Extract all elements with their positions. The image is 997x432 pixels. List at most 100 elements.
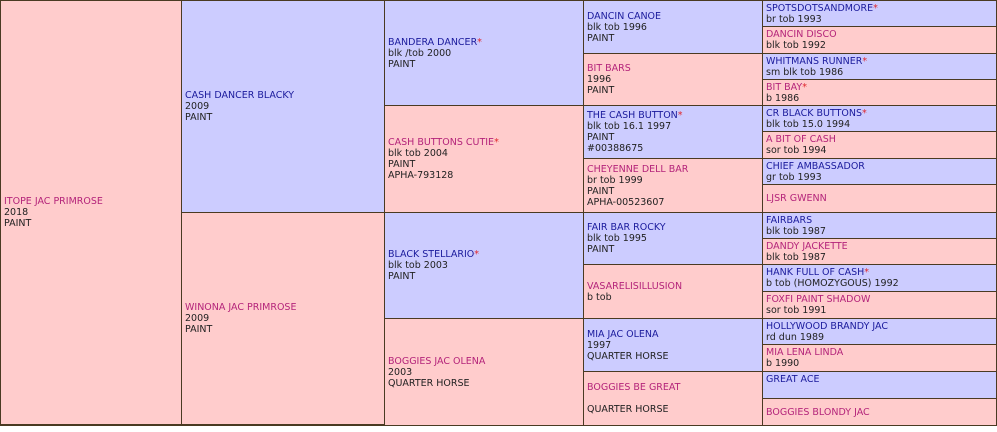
horse-name-line: VASARELISILLUSION (587, 281, 759, 292)
horse-name-line: DANCIN CANOE (587, 11, 759, 22)
horse-name-line: DANDY JACKETTE (766, 241, 993, 252)
horse-name-line: MIA JAC OLENA (587, 329, 759, 340)
horse-name-link[interactable]: LJSR GWENN (766, 193, 827, 204)
horse-name-link[interactable]: HOLLYWOOD BRANDY JAC (766, 320, 888, 332)
horse-detail-line: #00388675 (587, 143, 644, 154)
gen5-horse: HANK FULL OF CASH* b tob (HOMOZYGOUS) 199… (762, 264, 997, 292)
gen5-horse: HOLLYWOOD BRANDY JAC rd dun 1989 (762, 318, 997, 345)
registered-star-icon: * (873, 2, 878, 14)
gen4-horse: FAIR BAR ROCKY blk tob 1995 PAINT (583, 212, 763, 265)
horse-detail-line: sor tob 1994 (766, 145, 827, 156)
gen5-horse: BOGGIES BLONDY JAC (762, 398, 997, 426)
horse-detail-line: 2009 (185, 101, 210, 112)
horse-detail-line: QUARTER HORSE (587, 350, 669, 362)
horse-name-link[interactable]: BANDERA DANCER (388, 36, 478, 48)
horse-detail-line: 2003 (388, 366, 413, 378)
horse-name-line: CASH DANCER BLACKY (185, 90, 381, 101)
horse-name-link[interactable]: BLACK STELLARIO (388, 249, 475, 260)
horse-name-line: HANK FULL OF CASH* (766, 267, 993, 278)
gen5-horse: WHITMANS RUNNER* sm blk tob 1986 (762, 53, 997, 80)
horse-detail-line: br tob 1999 (587, 174, 643, 186)
horse-detail-line: b 1986 (766, 92, 800, 104)
horse-name-line: WINONA JAC PRIMROSE (185, 302, 381, 313)
gen4-horse: BIT BARS 1996 PAINT (583, 53, 763, 106)
horse-detail-line: blk tob 1992 (766, 40, 826, 51)
horse-name-link[interactable]: BOGGIES BE GREAT (587, 382, 681, 393)
horse-name-link[interactable]: CASH BUTTONS CUTIE (388, 137, 495, 148)
registered-star-icon: * (494, 137, 499, 148)
horse-name-line: BIT BARS (587, 63, 759, 74)
horse-name-link[interactable]: FOXFI PAINT SHADOW (766, 294, 871, 305)
horse-name-link[interactable]: BIT BARS (587, 63, 631, 74)
horse-name-line: LJSR GWENN (766, 193, 993, 204)
horse-name-line: FAIRBARS (766, 215, 993, 226)
horse-name-line: BOGGIES BE GREAT (587, 382, 759, 393)
horse-name-link[interactable]: GREAT ACE (766, 374, 820, 385)
horse-detail-line: blk /tob 2000 (388, 47, 452, 59)
horse-detail-line: blk tob 2003 (388, 260, 448, 271)
registered-star-icon: * (474, 249, 480, 260)
horse-name-link[interactable]: A BIT OF CASH (766, 134, 836, 145)
horse-name-link[interactable]: WHITMANS RUNNER (766, 55, 863, 67)
horse-name-line: BLACK STELLARIO* (388, 249, 580, 260)
horse-detail-line: PAINT (587, 185, 615, 197)
horse-detail-line: PAINT (185, 324, 213, 335)
horse-name-line: FOXFI PAINT SHADOW (766, 294, 993, 305)
horse-name-link[interactable]: MIA JAC OLENA (587, 328, 659, 340)
horse-name-link[interactable]: WINONA JAC PRIMROSE (185, 302, 297, 313)
horse-detail-line: PAINT (587, 132, 615, 143)
horse-detail-line: br tob 1993 (766, 13, 822, 25)
registered-star-icon: * (862, 107, 867, 119)
horse-name-link[interactable]: BOGGIES JAC OLENA (388, 355, 486, 367)
registered-star-icon: * (862, 55, 868, 67)
horse-name-link[interactable]: CR BLACK BUTTONS (766, 107, 863, 119)
horse-name-link[interactable]: CASH DANCER BLACKY (185, 90, 295, 101)
horse-name-link[interactable]: THE CASH BUTTON (587, 110, 678, 121)
horse-name-line: BANDERA DANCER* (388, 37, 580, 48)
horse-detail-line: 1997 (587, 339, 612, 351)
horse-detail-line: sm blk tob 1986 (766, 66, 844, 78)
horse-detail-line: blk tob 1987 (766, 225, 826, 237)
horse-name-line: THE CASH BUTTON* (587, 110, 759, 121)
horse-name-line: CHEYENNE DELL BAR (587, 164, 759, 175)
gen5-horse: FAIRBARS blk tob 1987 (762, 212, 997, 239)
horse-detail-line: PAINT (587, 85, 615, 96)
gen5-horse: LJSR GWENN (762, 184, 997, 213)
horse-detail-line: APHA-793128 (388, 170, 454, 181)
gen5-horse: DANDY JACKETTE blk tob 1987 (762, 238, 997, 265)
gen3-horse: BOGGIES JAC OLENA 2003 QUARTER HORSE (384, 318, 584, 426)
horse-name-link[interactable]: DANCIN CANOE (587, 10, 662, 22)
horse-name-link[interactable]: DANDY JACKETTE (766, 240, 848, 252)
horse-detail-line: blk tob 15.0 1994 (766, 118, 851, 130)
horse-name-link[interactable]: FAIR BAR ROCKY (587, 222, 666, 233)
horse-name-link[interactable]: MIA LENA LINDA (766, 347, 844, 358)
horse-detail-line: rd dun 1989 (766, 331, 825, 343)
horse-name-line: WHITMANS RUNNER* (766, 56, 993, 67)
horse-name-line: SPOTSDOTSANDMORE* (766, 3, 993, 14)
horse-name-link[interactable]: DANCIN DISCO (766, 29, 837, 40)
horse-name-link[interactable]: CHEYENNE DELL BAR (587, 163, 689, 175)
horse-detail-line: APHA-00523607 (587, 196, 665, 208)
horse-name-link[interactable]: CHIEF AMBASSADOR (766, 160, 865, 172)
horse-name-line: MIA LENA LINDA (766, 347, 993, 358)
gen5-horse: GREAT ACE (762, 371, 997, 399)
horse-name-link[interactable]: ITOPE JAC PRIMROSE (4, 196, 103, 207)
gen4-horse: VASARELISILLUSION b tob (583, 264, 763, 319)
registered-star-icon: * (477, 36, 482, 48)
gen4-horse: BOGGIES BE GREAT QUARTER HORSE (583, 371, 763, 426)
gen5-horse: FOXFI PAINT SHADOW sor tob 1991 (762, 291, 997, 319)
horse-name-line: FAIR BAR ROCKY (587, 222, 759, 233)
registered-star-icon: * (802, 81, 807, 93)
horse-name-link[interactable]: VASARELISILLUSION (587, 280, 683, 292)
horse-name-link[interactable]: FAIRBARS (766, 214, 813, 226)
horse-name-link[interactable]: BOGGIES BLONDY JAC (766, 406, 870, 418)
horse-name-link[interactable]: BIT BAY (766, 81, 803, 93)
horse-name-link[interactable]: SPOTSDOTSANDMORE (766, 2, 874, 14)
gen5-horse: BIT BAY* b 1986 (762, 79, 997, 106)
horse-name-link[interactable]: HANK FULL OF CASH (766, 267, 865, 278)
horse-detail-line: PAINT (388, 271, 416, 282)
horse-detail-line: blk tob 1995 (587, 233, 647, 244)
horse-name-line: DANCIN DISCO (766, 29, 993, 40)
horse-name-line: A BIT OF CASH (766, 134, 993, 145)
page-bottom-border (0, 425, 997, 432)
